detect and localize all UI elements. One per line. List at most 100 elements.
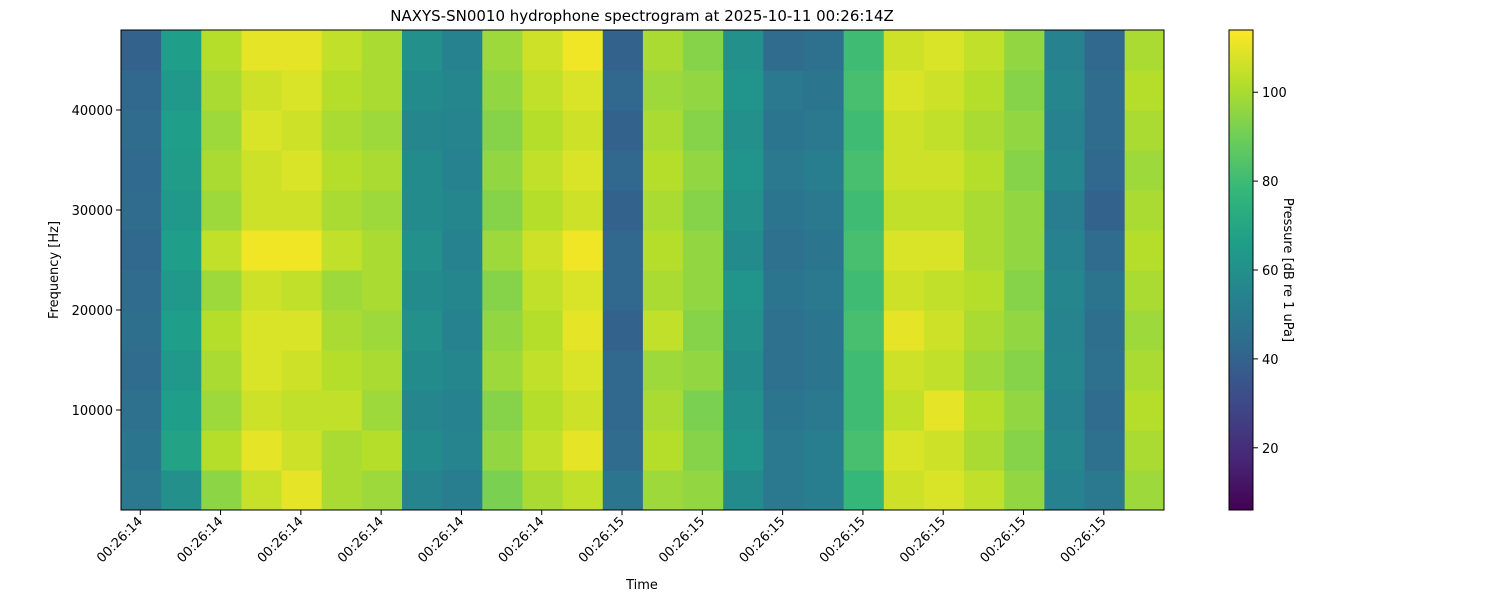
heatmap-cell [1044,310,1086,351]
heatmap-cell [1044,390,1086,431]
heatmap-cell [281,310,323,351]
colorbar-label: Pressure [dB re 1 uPa] [1280,198,1295,342]
heatmap-cell [522,30,564,71]
heatmap-cell [281,230,323,271]
heatmap-cell [201,30,243,71]
heatmap-cell [803,350,845,391]
heatmap-cell [241,430,283,471]
heatmap-cell [361,350,403,391]
heatmap-cell [683,70,724,111]
x-tick-label: 00:26:14 [415,514,467,566]
heatmap-cell [161,230,202,271]
heatmap-cell [642,350,684,391]
heatmap-cell [763,70,805,111]
heatmap-cell [723,270,764,311]
heatmap-cell [1004,350,1045,391]
heatmap-cell [763,230,805,271]
heatmap-cell [522,470,564,510]
heatmap-cell [883,150,925,191]
heatmap-cell [121,390,162,431]
heatmap-cell [241,310,283,351]
heatmap-cell [562,230,604,271]
heatmap-cell [1004,110,1045,151]
heatmap-cell [161,310,202,351]
heatmap-cell [964,110,1005,151]
heatmap-cell [562,70,604,111]
heatmap-cell [843,470,885,510]
heatmap-cell [683,30,724,71]
heatmap-cell [522,150,564,191]
heatmap-cell [843,270,885,311]
heatmap-cell [602,310,644,351]
heatmap-cell [964,70,1005,111]
heatmap-cell [1084,430,1126,471]
heatmap-cell [883,30,925,71]
heatmap-cell [281,390,323,431]
heatmap-cell [642,70,684,111]
heatmap-cell [442,470,483,510]
heatmap-cell [723,470,764,510]
x-axis-label: Time [625,578,658,593]
heatmap-cell [964,150,1005,191]
heatmap-cell [201,310,243,351]
heatmap-cell [121,470,162,510]
heatmap-cell [964,230,1005,271]
heatmap-cell [1044,110,1086,151]
heatmap-cell [1124,70,1164,111]
heatmap-cell [763,310,805,351]
heatmap-cell [923,390,965,431]
colorbar [1228,29,1254,511]
heatmap-cell [883,230,925,271]
heatmap-cell [763,270,805,311]
heatmap-cell [201,70,243,111]
heatmap-cell [602,70,644,111]
heatmap-cell [522,110,564,151]
heatmap-cell [321,190,363,231]
heatmap-cell [402,110,443,151]
heatmap-cell [1124,270,1164,311]
heatmap-cell [321,110,363,151]
y-tick-label: 40000 [72,104,113,119]
plot [121,30,1164,510]
heatmap-cell [402,390,443,431]
x-tick-label: 00:26:15 [576,514,628,566]
heatmap-cell [803,70,845,111]
heatmap-cell [803,230,845,271]
heatmap-cell [562,350,604,391]
y-axis-label: Frequency [Hz] [47,221,62,319]
heatmap-cell [562,190,604,231]
heatmap-cell [602,230,644,271]
x-tick-label: 00:26:14 [496,514,548,566]
heatmap-cell [402,310,443,351]
heatmap-cell [241,30,283,71]
heatmap-cell [442,230,483,271]
heatmap-cell [602,150,644,191]
heatmap-cell [161,30,202,71]
heatmap-cell [562,110,604,151]
heatmap-cell [321,430,363,471]
heatmap-cell [121,310,162,351]
heatmap-cell [1044,430,1086,471]
heatmap-cell [803,150,845,191]
heatmap-cell [923,190,965,231]
heatmap-cell [161,110,202,151]
heatmap-cell [1044,150,1086,191]
heatmap-cell [964,350,1005,391]
heatmap-cell [281,150,323,191]
heatmap-cell [402,270,443,311]
heatmap-cell [1004,270,1045,311]
heatmap-cell [723,230,764,271]
heatmap-cell [241,270,283,311]
heatmap-cell [201,190,243,231]
heatmap-cell [923,230,965,271]
heatmap-cell [642,30,684,71]
heatmap-cell [281,270,323,311]
colorbar-tick-label: 80 [1262,175,1279,190]
heatmap-cell [201,230,243,271]
heatmap-cell [923,110,965,151]
heatmap-cell [482,470,524,510]
heatmap-cell [803,110,845,151]
heatmap-cell [923,270,965,311]
heatmap-cell [763,430,805,471]
heatmap-cell [161,270,202,311]
